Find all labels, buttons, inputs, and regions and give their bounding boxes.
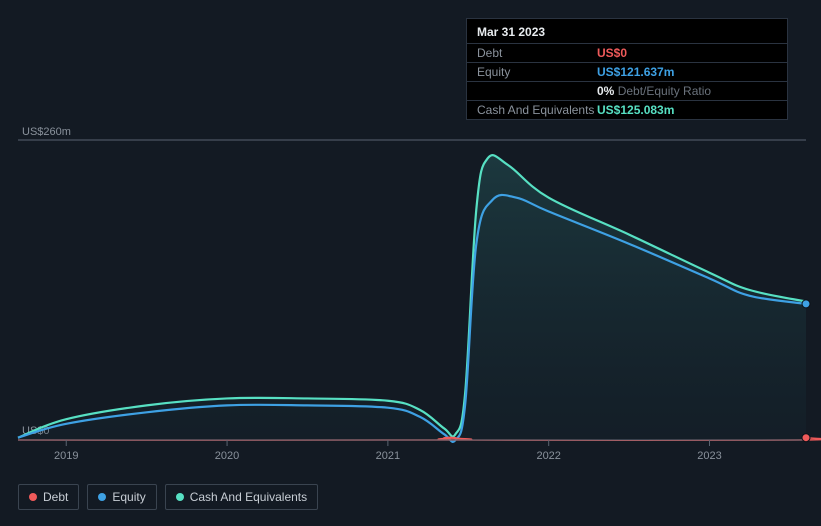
chart-legend: Debt Equity Cash And Equivalents: [18, 484, 318, 510]
tooltip-row-value: US$121.637m: [597, 65, 777, 79]
tooltip-row: EquityUS$121.637m: [467, 62, 787, 81]
x-axis-tick-label: 2019: [54, 450, 78, 462]
tooltip-row-label: [477, 84, 597, 98]
chart-container: { "chart": { "type": "area", "background…: [0, 0, 821, 526]
legend-label: Equity: [112, 490, 145, 504]
legend-label: Cash And Equivalents: [190, 490, 307, 504]
legend-item[interactable]: Debt: [18, 484, 79, 510]
legend-item[interactable]: Equity: [87, 484, 156, 510]
legend-swatch: [29, 493, 37, 501]
legend-item[interactable]: Cash And Equivalents: [165, 484, 318, 510]
tooltip-title: Mar 31 2023: [467, 19, 787, 43]
legend-swatch: [98, 493, 106, 501]
x-axis-tick-label: 2021: [376, 450, 400, 462]
tooltip-row: Cash And EquivalentsUS$125.083m: [467, 100, 787, 119]
tooltip-row-value: US$0: [597, 46, 777, 60]
chart-tooltip: Mar 31 2023 DebtUS$0EquityUS$121.637m0% …: [466, 18, 788, 120]
tooltip-row: 0% Debt/Equity Ratio: [467, 81, 787, 100]
tooltip-row: DebtUS$0: [467, 43, 787, 62]
x-axis-tick-label: 2022: [536, 450, 560, 462]
tooltip-row-label: Debt: [477, 46, 597, 60]
legend-swatch: [176, 493, 184, 501]
tooltip-row-label: Equity: [477, 65, 597, 79]
x-axis-tick-label: 2020: [215, 450, 239, 462]
tooltip-row-value: 0% Debt/Equity Ratio: [597, 84, 777, 98]
x-axis-tick-label: 2023: [697, 450, 721, 462]
tooltip-row-value: US$125.083m: [597, 103, 777, 117]
legend-label: Debt: [43, 490, 68, 504]
tooltip-row-label: Cash And Equivalents: [477, 103, 597, 117]
